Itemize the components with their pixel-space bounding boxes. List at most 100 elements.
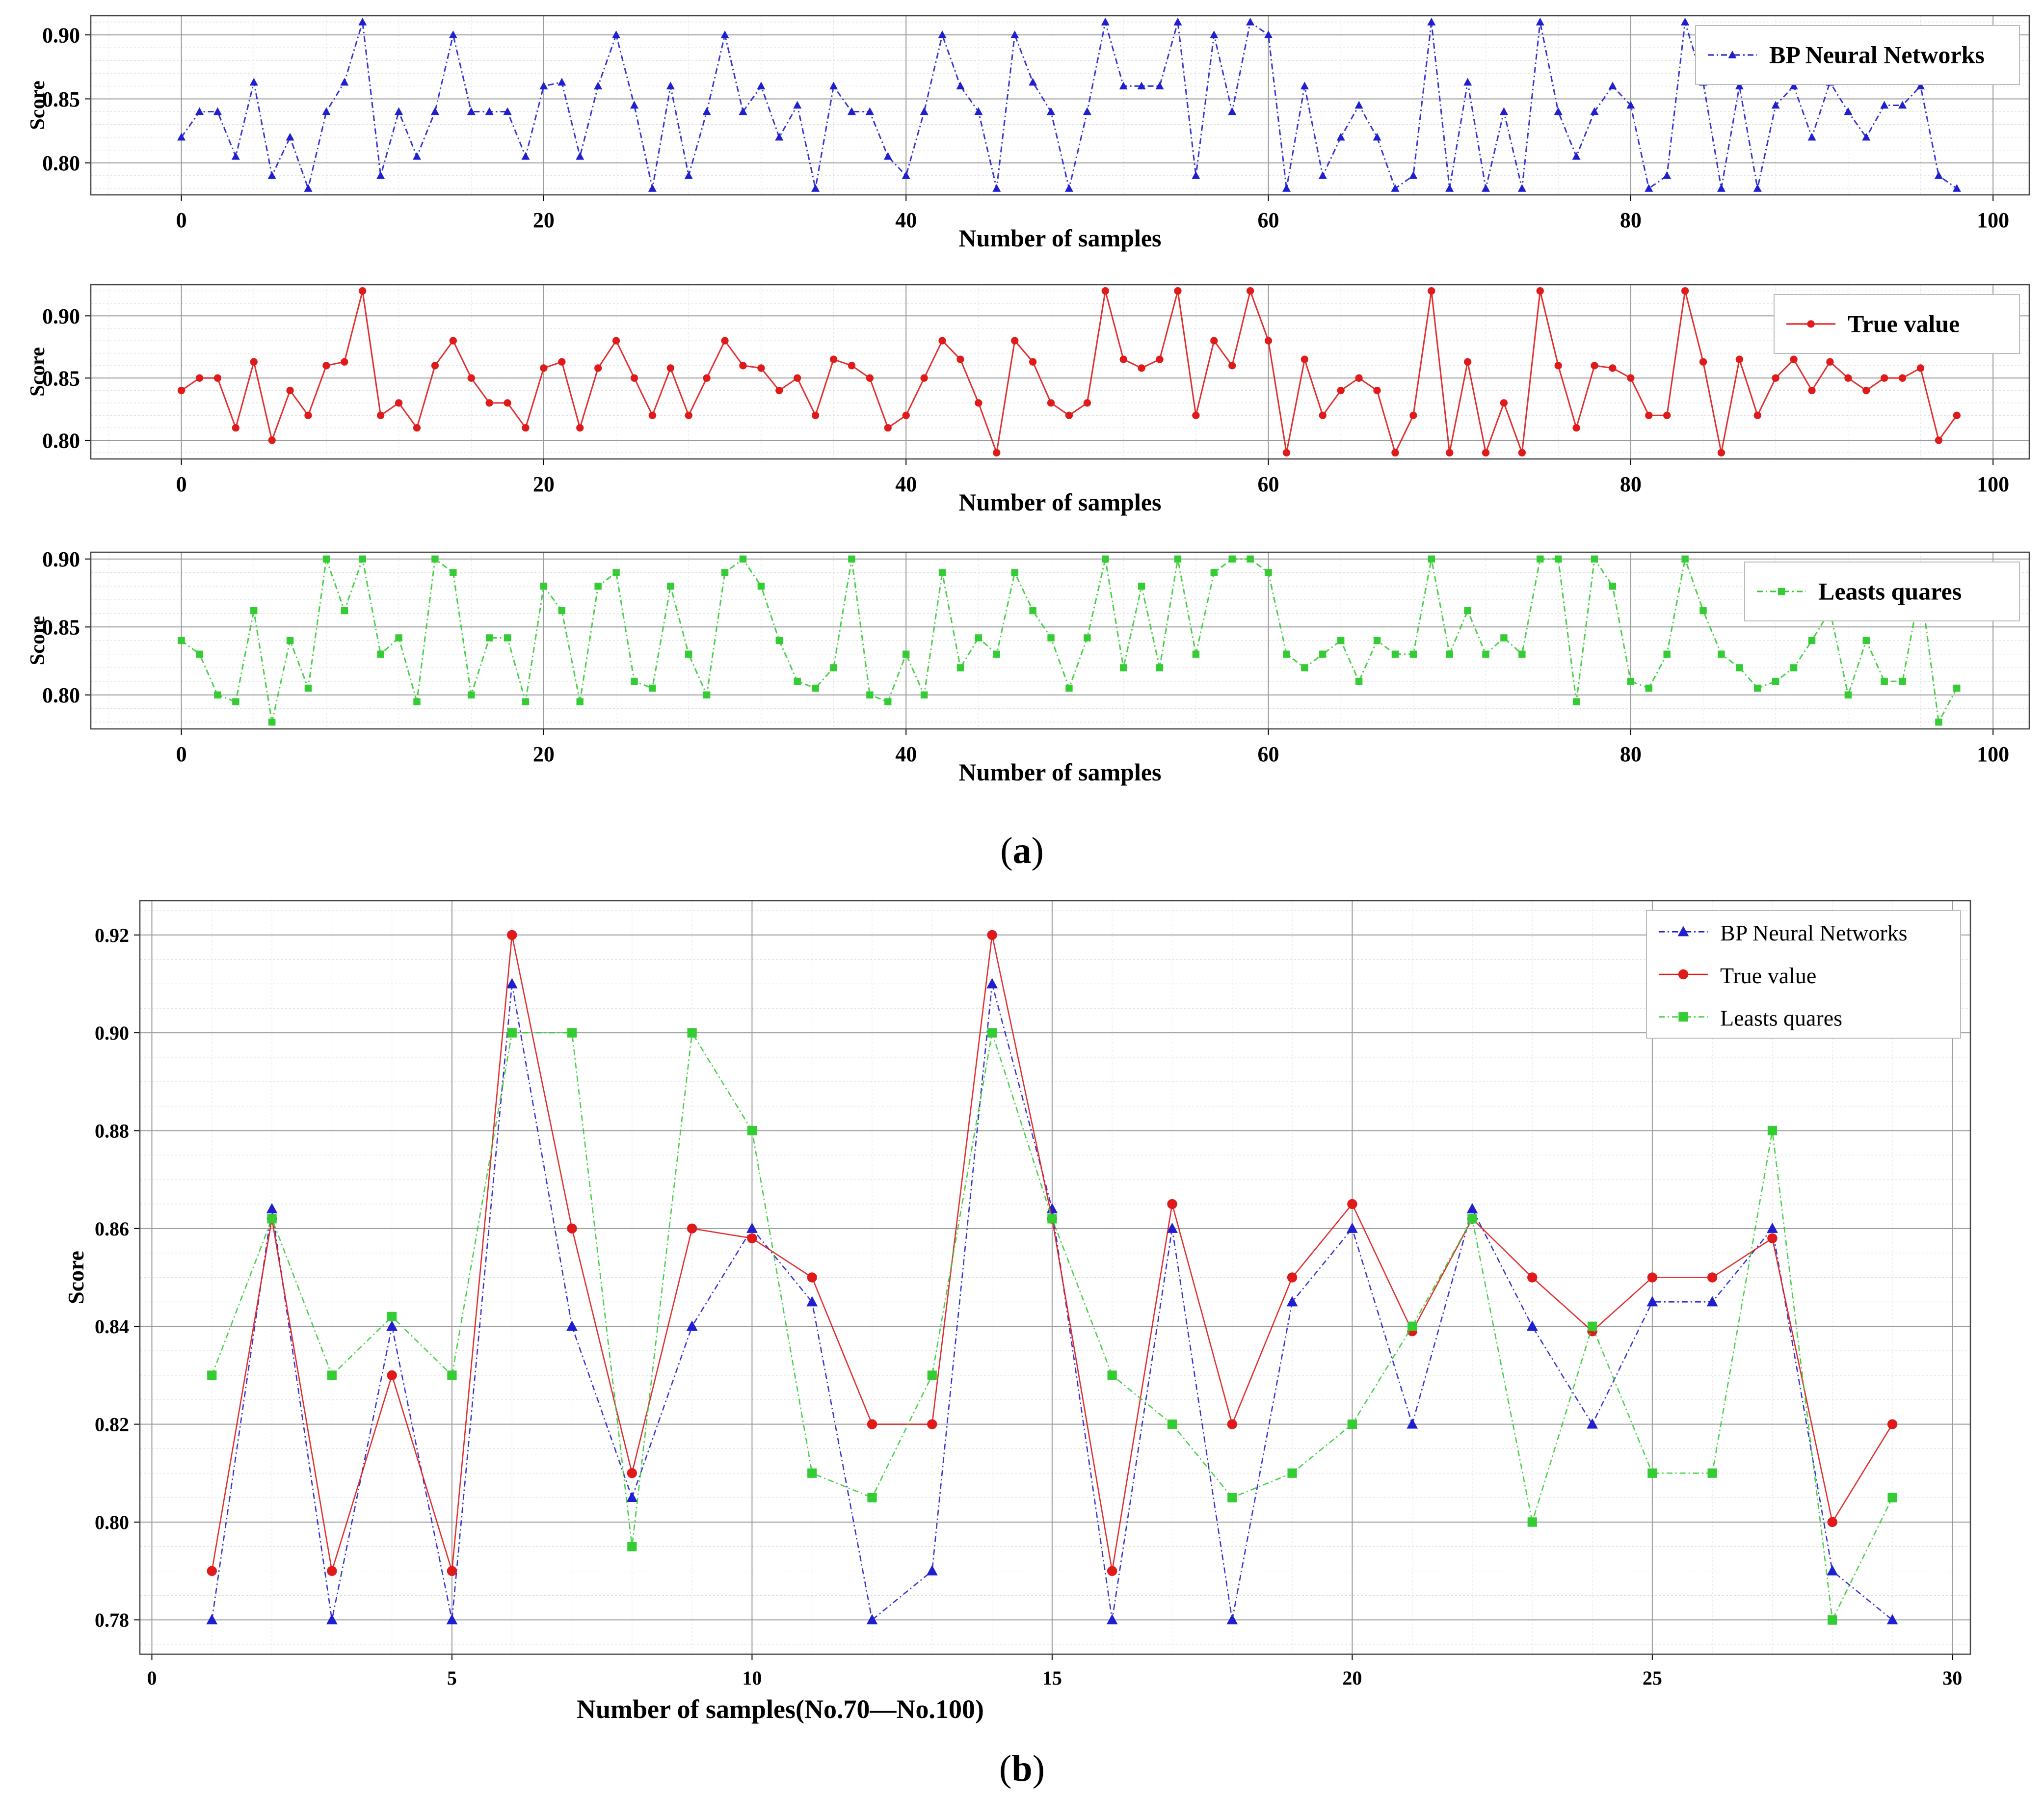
plot-frame xyxy=(90,15,2030,196)
data-point-ls xyxy=(1572,698,1580,705)
legend: BP Neural Networks True value Leasts quare… xyxy=(1646,910,1961,1039)
y-tick-label: 0.82 xyxy=(95,1414,129,1436)
data-point-true xyxy=(1536,287,1544,295)
y-tick-label: 0.92 xyxy=(95,924,129,946)
data-point-bp xyxy=(739,107,747,115)
x-tick-label: 0 xyxy=(176,208,187,232)
data-point-true xyxy=(1699,358,1707,366)
data-point-bp xyxy=(1137,81,1146,90)
data-point-true xyxy=(567,1223,577,1234)
data-point-true xyxy=(747,1233,757,1243)
data-point-true xyxy=(739,362,747,370)
x-tick-label: 40 xyxy=(895,742,917,766)
data-point-true xyxy=(1717,449,1725,456)
legend-label: Leasts quares xyxy=(1818,578,1962,605)
data-point-ls xyxy=(1663,650,1671,658)
data-point-ls xyxy=(938,569,946,576)
data-point-true xyxy=(1707,1272,1718,1283)
data-point-ls xyxy=(1881,677,1888,685)
data-point-true xyxy=(1409,411,1417,419)
data-point-ls xyxy=(1953,684,1961,692)
data-point-true xyxy=(304,411,312,419)
data-point-true xyxy=(1011,337,1019,345)
data-point-bp xyxy=(467,107,476,115)
data-point-true xyxy=(1227,1419,1237,1429)
data-point-true xyxy=(540,364,548,372)
data-point-true xyxy=(1627,374,1635,382)
data-point-ls xyxy=(649,684,656,692)
data-point-ls xyxy=(1587,1321,1597,1331)
data-point-true xyxy=(867,1419,877,1429)
data-point-ls xyxy=(812,684,819,692)
data-point-bp xyxy=(1771,101,1780,109)
data-point-ls xyxy=(1790,664,1798,671)
data-point-ls xyxy=(387,1312,397,1321)
data-point-true xyxy=(1192,411,1200,419)
data-point-true xyxy=(522,424,530,432)
data-point-ls xyxy=(1767,1126,1778,1136)
data-point-ls xyxy=(540,583,548,590)
data-point-true xyxy=(1808,386,1816,395)
data-point-bp xyxy=(1807,133,1816,141)
data-point-bp xyxy=(1155,81,1164,90)
data-point-ls xyxy=(327,1370,337,1380)
x-tick-label: 100 xyxy=(1977,472,2009,496)
data-point-true xyxy=(341,358,348,366)
data-point-ls xyxy=(867,1493,877,1502)
series-true xyxy=(177,287,1961,456)
data-point-true xyxy=(395,399,403,407)
data-point-ls xyxy=(1047,1214,1057,1224)
data-point-bp xyxy=(1346,1222,1358,1233)
data-point-ls xyxy=(1609,583,1617,590)
data-point-ls xyxy=(1287,1468,1297,1478)
data-point-true xyxy=(630,374,638,382)
data-point-bp xyxy=(883,152,892,160)
data-point-true xyxy=(286,386,294,395)
data-point-true xyxy=(1391,449,1399,456)
data-point-true xyxy=(1647,1272,1658,1283)
data-point-ls xyxy=(504,634,511,642)
data-point-bp xyxy=(1106,1614,1118,1625)
data-point-true xyxy=(1029,358,1037,366)
data-point-ls xyxy=(1699,607,1707,615)
data-point-true xyxy=(987,930,997,940)
data-point-ls xyxy=(1527,1517,1537,1527)
x-tick-label: 80 xyxy=(1620,472,1642,496)
data-point-true xyxy=(627,1468,637,1478)
data-point-bp xyxy=(249,78,258,86)
data-point-true xyxy=(1347,1199,1357,1209)
data-point-ls xyxy=(627,1542,637,1552)
data-point-ls xyxy=(975,634,982,642)
data-point-ls xyxy=(395,634,402,642)
legend-label: True value xyxy=(1848,310,1960,338)
x-tick-label: 15 xyxy=(1042,1667,1062,1689)
data-point-ls xyxy=(884,698,892,705)
data-point-true xyxy=(1953,411,1961,419)
data-point-ls xyxy=(1120,664,1127,671)
data-point-true xyxy=(322,362,330,370)
data-point-true xyxy=(1047,399,1055,407)
data-point-bp xyxy=(539,81,548,90)
x-tick-label: 0 xyxy=(176,742,187,766)
data-point-ls xyxy=(567,1028,577,1038)
data-point-bp xyxy=(594,81,603,90)
data-point-bp xyxy=(612,30,621,38)
data-point-bp xyxy=(1934,171,1943,179)
y-tick-label: 0.85 xyxy=(42,616,80,640)
data-point-ls xyxy=(903,650,910,658)
data-point-true xyxy=(1337,386,1345,395)
data-point-true xyxy=(1228,362,1236,370)
data-point-ls xyxy=(1373,637,1381,644)
data-point-true xyxy=(811,411,820,419)
data-point-true xyxy=(975,399,982,407)
data-point-bp xyxy=(286,133,294,141)
data-point-ls xyxy=(739,555,747,563)
data-point-bp xyxy=(340,78,349,86)
data-point-ls xyxy=(1210,569,1218,576)
data-point-true xyxy=(1463,358,1472,366)
data-point-ls xyxy=(1707,1468,1717,1478)
data-point-true xyxy=(612,337,620,345)
data-point-ls xyxy=(304,684,312,692)
data-point-ls xyxy=(1844,691,1852,698)
x-tick-label: 20 xyxy=(533,472,555,496)
